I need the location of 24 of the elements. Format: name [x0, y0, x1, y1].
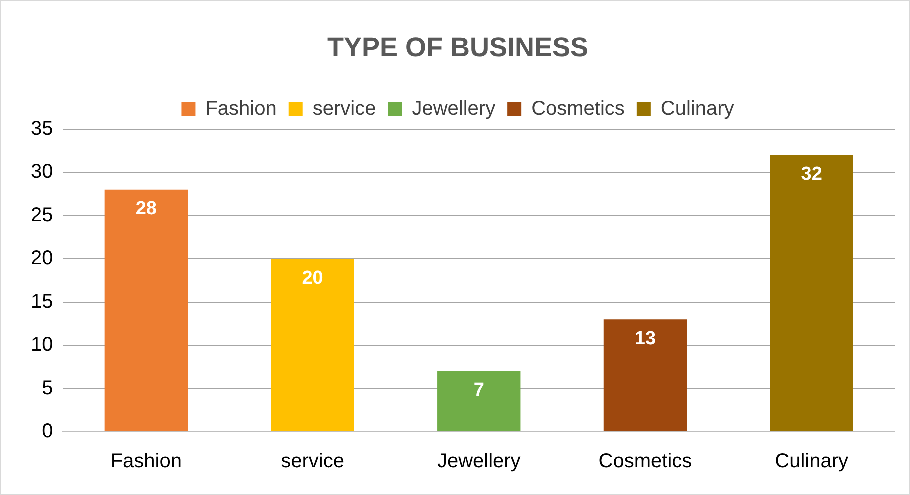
- legend-label: Cosmetics: [532, 98, 625, 120]
- y-tick-label: 10: [30, 334, 54, 356]
- data-label: 28: [136, 198, 157, 220]
- data-label: 20: [302, 268, 324, 289]
- legend-label: Fashion: [206, 98, 277, 120]
- y-tick-label: 0: [42, 420, 54, 443]
- y-tick-label: 15: [30, 290, 54, 313]
- x-tick-label: Cosmetics: [598, 450, 692, 473]
- legend-label: Jewellery: [412, 98, 496, 120]
- y-tick-label: 20: [30, 248, 54, 270]
- y-tick-label: 25: [30, 204, 54, 226]
- y-tick-label: 30: [30, 161, 54, 184]
- y-tick-label: 5: [42, 377, 54, 400]
- legend-label: Culinary: [660, 98, 734, 120]
- data-label: 13: [634, 328, 656, 350]
- legend-label: service: [312, 98, 376, 120]
- y-tick-label: 35: [30, 118, 54, 140]
- data-label: 32: [801, 164, 822, 186]
- chart-title: TYPE OF BUSINESS: [327, 32, 589, 63]
- x-tick-label: Fashion: [110, 450, 182, 473]
- x-tick-label: service: [281, 450, 344, 473]
- data-label: 7: [474, 380, 484, 402]
- x-tick-label: Culinary: [775, 450, 849, 473]
- x-tick-label: Jewellery: [437, 450, 521, 473]
